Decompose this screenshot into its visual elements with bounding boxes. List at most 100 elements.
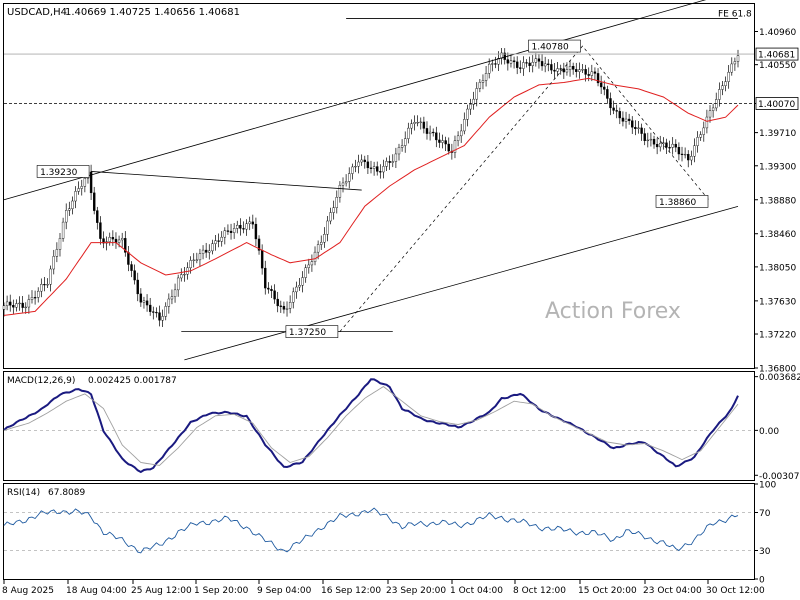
candle-body bbox=[643, 133, 646, 141]
macd-line bbox=[3, 378, 739, 474]
price-tick-label: 1.38460 bbox=[759, 230, 796, 240]
ohlc-values: 1.40669 1.40725 1.40656 1.40681 bbox=[65, 7, 240, 18]
candle-body bbox=[441, 140, 444, 143]
candle-body bbox=[683, 153, 687, 156]
candle-body bbox=[360, 159, 363, 163]
candle-body bbox=[338, 185, 342, 198]
swing-label-box bbox=[36, 165, 90, 178]
candle-body bbox=[298, 285, 301, 288]
candle-body bbox=[304, 267, 307, 278]
time-tick-label: 15 Oct 20:00 bbox=[578, 586, 637, 596]
candle-body bbox=[624, 118, 628, 122]
candle-body bbox=[596, 73, 600, 84]
candle-body bbox=[512, 60, 516, 63]
candle-body bbox=[164, 306, 167, 317]
price-tick-label: 1.40550 bbox=[759, 61, 796, 71]
candle-body bbox=[254, 223, 258, 240]
candle-body bbox=[37, 290, 40, 298]
candle-body bbox=[571, 66, 575, 70]
candle-body bbox=[540, 61, 544, 67]
candle-body bbox=[232, 228, 236, 233]
candle-body bbox=[369, 167, 373, 169]
candle-body bbox=[74, 191, 77, 202]
candle-body bbox=[18, 302, 21, 305]
candle-body bbox=[267, 287, 270, 290]
fibonacci-zigzag bbox=[339, 45, 711, 332]
candle-body bbox=[475, 88, 478, 100]
candle-body bbox=[696, 137, 699, 146]
candle-body bbox=[435, 132, 438, 141]
candle-body bbox=[348, 173, 351, 182]
candle-body bbox=[354, 165, 357, 168]
candle-body bbox=[21, 302, 24, 308]
candle-body bbox=[313, 251, 317, 262]
candle-body bbox=[525, 62, 528, 64]
candle-body bbox=[400, 145, 404, 148]
candle-body bbox=[438, 139, 441, 143]
candle-body bbox=[248, 221, 251, 224]
upper-channel-line bbox=[3, 0, 707, 201]
candle-body bbox=[40, 284, 43, 292]
candle-body bbox=[366, 161, 370, 169]
price-tick-label: 1.39300 bbox=[759, 162, 796, 172]
axis-labels-layer: 1.40960 1.40550 1.40070 1.39710 1.39300 1.388… bbox=[2, 28, 800, 596]
price-tick-label: 1.36800 bbox=[759, 365, 796, 375]
candle-body bbox=[167, 298, 171, 307]
price-marker-label: 1.40681 bbox=[758, 51, 795, 61]
candle-body bbox=[397, 147, 401, 155]
candle-body bbox=[323, 234, 326, 243]
candle-body bbox=[562, 68, 566, 73]
candle-body bbox=[52, 256, 55, 270]
time-tick-label: 18 Aug 04:00 bbox=[66, 586, 127, 596]
candle-body bbox=[170, 296, 174, 300]
candle-body bbox=[326, 220, 329, 235]
candle-body bbox=[211, 243, 214, 252]
candle-body bbox=[161, 316, 164, 321]
candle-body bbox=[33, 297, 37, 299]
candle-body bbox=[77, 188, 80, 192]
candle-body bbox=[136, 279, 139, 295]
price-panel bbox=[3, 3, 755, 369]
resistance-line bbox=[91, 171, 362, 191]
candle-body bbox=[71, 200, 74, 209]
candle-body bbox=[736, 55, 740, 62]
candle-body bbox=[447, 143, 450, 152]
candle-body bbox=[226, 230, 230, 232]
candle-body bbox=[24, 306, 27, 309]
symbol-label: USDCAD,H4 bbox=[7, 7, 67, 18]
candle-body bbox=[599, 82, 603, 88]
candle-body bbox=[310, 261, 314, 266]
candle-body bbox=[404, 138, 407, 146]
candle-body bbox=[425, 128, 429, 134]
candle-body bbox=[111, 237, 115, 240]
time-tick-label: 8 Aug 2025 bbox=[2, 586, 54, 596]
candle-body bbox=[584, 69, 587, 75]
candle-body bbox=[68, 208, 71, 211]
candle-body bbox=[478, 82, 482, 89]
candle-body bbox=[148, 304, 152, 312]
candle-body bbox=[89, 171, 93, 194]
candle-body bbox=[687, 153, 690, 161]
time-tick-label: 1 Sep 20:00 bbox=[194, 586, 249, 596]
rsi-line bbox=[3, 507, 739, 554]
candle-body bbox=[282, 306, 286, 310]
rsi-value: 67.8089 bbox=[48, 488, 85, 498]
candle-body bbox=[145, 300, 149, 306]
candle-body bbox=[612, 107, 615, 111]
candle-body bbox=[142, 300, 146, 303]
candle-body bbox=[158, 312, 161, 321]
candle-body bbox=[335, 197, 338, 208]
candle-body bbox=[130, 264, 133, 271]
candle-body bbox=[519, 67, 522, 69]
candle-body bbox=[329, 212, 332, 222]
swing-label-box bbox=[528, 39, 581, 53]
candle-body bbox=[428, 131, 432, 134]
macd-signal-line bbox=[3, 386, 739, 466]
candle-body bbox=[363, 159, 366, 163]
candle-body bbox=[127, 252, 130, 265]
candle-body bbox=[547, 63, 550, 65]
candle-body bbox=[245, 223, 248, 230]
candle-body bbox=[270, 289, 273, 291]
candle-body bbox=[2, 305, 6, 310]
candle-body bbox=[472, 98, 475, 105]
